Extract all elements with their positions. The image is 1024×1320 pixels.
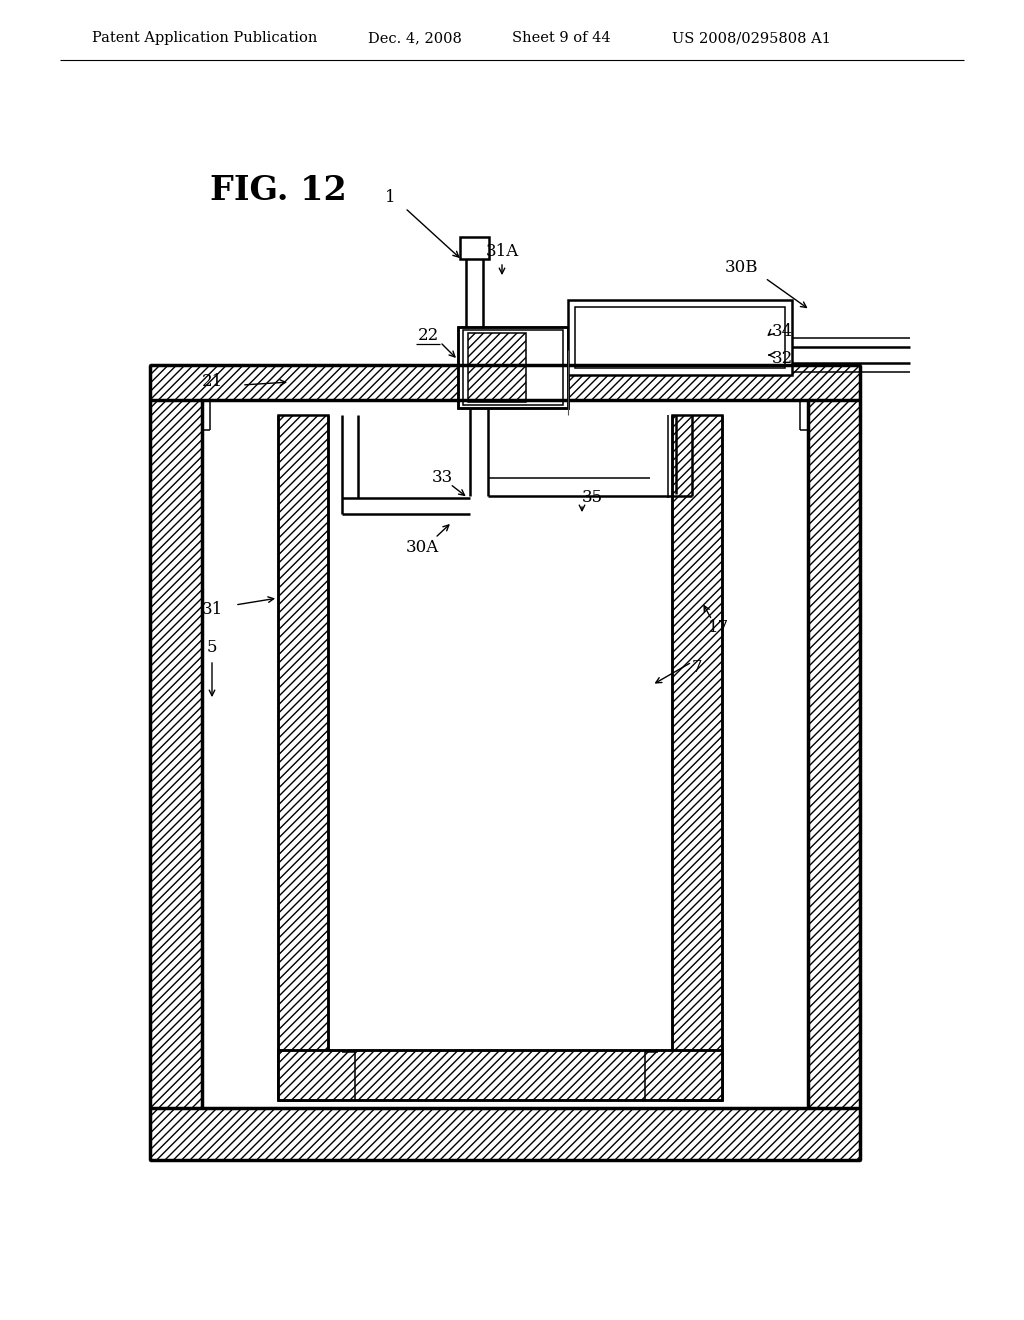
Bar (458, 327, 568, 408)
Bar (460, 238, 489, 259)
Text: US 2008/0295808 A1: US 2008/0295808 A1 (672, 30, 830, 45)
Text: 1: 1 (385, 190, 395, 206)
Bar (150, 366, 860, 400)
Bar (463, 330, 563, 405)
Bar (150, 1107, 860, 1160)
Text: 30A: 30A (406, 540, 438, 557)
Text: 32: 32 (772, 350, 794, 367)
Bar (568, 300, 792, 375)
Text: 31: 31 (202, 602, 222, 619)
Bar (278, 414, 328, 1100)
Bar (458, 327, 568, 408)
Bar (468, 333, 526, 403)
Text: 7: 7 (692, 660, 702, 676)
Text: Sheet 9 of 44: Sheet 9 of 44 (512, 30, 610, 45)
Text: Patent Application Publication: Patent Application Publication (92, 30, 317, 45)
Bar (150, 400, 202, 1107)
Text: 5: 5 (207, 639, 217, 656)
Text: 30B: 30B (725, 260, 759, 276)
Text: 35: 35 (582, 490, 603, 507)
Text: 33: 33 (431, 470, 453, 487)
Text: Dec. 4, 2008: Dec. 4, 2008 (368, 30, 462, 45)
Text: FIG. 12: FIG. 12 (210, 173, 347, 206)
Text: 21: 21 (202, 374, 222, 391)
Text: 34: 34 (772, 323, 794, 341)
Text: 17: 17 (708, 619, 729, 636)
Text: 22: 22 (418, 326, 438, 343)
Text: 31A: 31A (485, 243, 518, 260)
Bar (672, 414, 722, 1100)
Bar (278, 1049, 722, 1100)
Bar (808, 400, 860, 1107)
Bar (575, 308, 785, 368)
